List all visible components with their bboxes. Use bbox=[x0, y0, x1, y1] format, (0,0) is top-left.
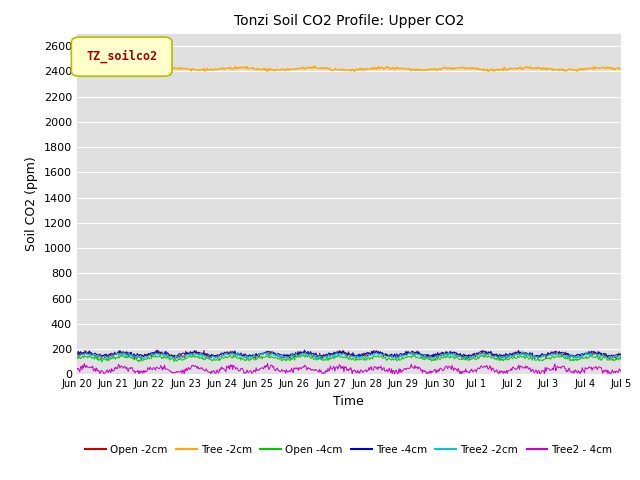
Legend: Open -2cm, Tree -2cm, Open -4cm, Tree -4cm, Tree2 -2cm, Tree2 - 4cm: Open -2cm, Tree -2cm, Open -4cm, Tree -4… bbox=[81, 441, 617, 459]
Text: TZ_soilco2: TZ_soilco2 bbox=[86, 50, 157, 63]
Title: Tonzi Soil CO2 Profile: Upper CO2: Tonzi Soil CO2 Profile: Upper CO2 bbox=[234, 14, 464, 28]
Y-axis label: Soil CO2 (ppm): Soil CO2 (ppm) bbox=[25, 156, 38, 252]
X-axis label: Time: Time bbox=[333, 395, 364, 408]
FancyBboxPatch shape bbox=[72, 37, 172, 76]
